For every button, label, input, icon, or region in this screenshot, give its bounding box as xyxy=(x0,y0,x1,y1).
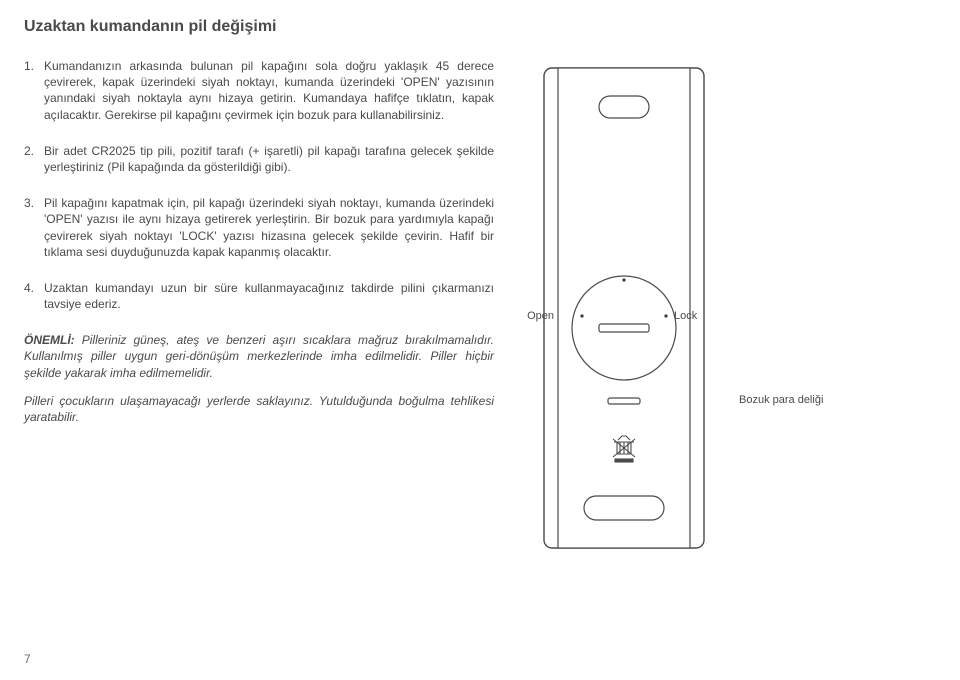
text-column: 1. Kumandanızın arkasında bulunan pil ka… xyxy=(24,58,494,558)
figure-column: Open Lock Bozuk para deliği xyxy=(514,58,774,558)
step-text: Uzaktan kumandayı uzun bir süre kullanma… xyxy=(44,280,494,312)
lock-label: Lock xyxy=(674,310,698,322)
important-block: ÖNEMLİ: Pilleriniz güneş, ateş ve benzer… xyxy=(24,332,494,425)
important-text-1: Pilleriniz güneş, ateş ve benzeri aşırı … xyxy=(24,333,494,379)
important-p2: Pilleri çocukların ulaşamayacağı yerlerd… xyxy=(24,393,494,425)
step-text: Kumandanızın arkasında bulunan pil kapağ… xyxy=(44,58,494,123)
step-2: 2. Bir adet CR2025 tip pili, pozitif tar… xyxy=(24,143,494,175)
coin-slot-callout: Bozuk para deliği xyxy=(739,394,859,406)
page-number: 7 xyxy=(24,652,31,666)
important-label: ÖNEMLİ: xyxy=(24,333,75,347)
step-number: 2. xyxy=(24,143,44,175)
step-number: 4. xyxy=(24,280,44,312)
step-3: 3. Pil kapağını kapatmak için, pil kapağ… xyxy=(24,195,494,260)
content-row: 1. Kumandanızın arkasında bulunan pil ka… xyxy=(24,58,936,558)
step-4: 4. Uzaktan kumandayı uzun bir süre kulla… xyxy=(24,280,494,312)
step-text: Pil kapağını kapatmak için, pil kapağı ü… xyxy=(44,195,494,260)
step-text: Bir adet CR2025 tip pili, pozitif tarafı… xyxy=(44,143,494,175)
step-number: 1. xyxy=(24,58,44,123)
important-p1: ÖNEMLİ: Pilleriniz güneş, ateş ve benzer… xyxy=(24,332,494,381)
page-title: Uzaktan kumandanın pil değişimi xyxy=(24,18,936,36)
step-number: 3. xyxy=(24,195,44,260)
remote-diagram: Open Lock xyxy=(514,58,734,558)
step-1: 1. Kumandanızın arkasında bulunan pil ka… xyxy=(24,58,494,123)
open-label: Open xyxy=(527,310,554,322)
